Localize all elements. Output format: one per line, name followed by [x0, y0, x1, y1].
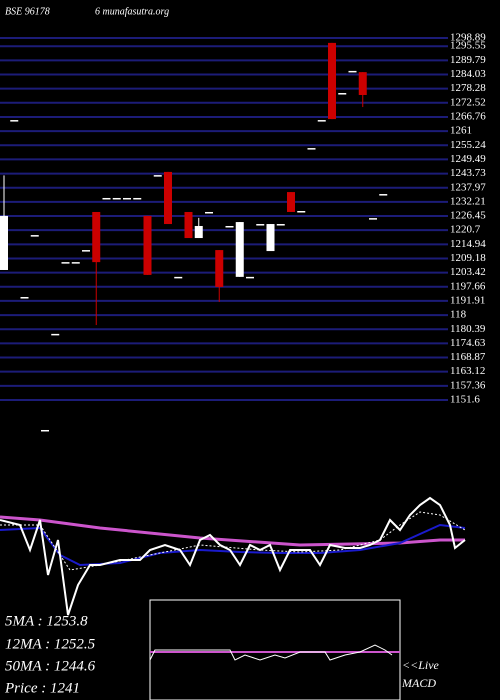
candle-body	[338, 93, 347, 95]
candle-body	[112, 197, 121, 200]
symbol: BSE 96178	[5, 6, 50, 17]
candle-body	[369, 218, 377, 220]
candle-body	[184, 211, 193, 239]
candle-body	[287, 192, 295, 212]
candle-body	[30, 235, 39, 237]
y-tick-label: 1261	[450, 125, 472, 137]
macd-label: MACD	[401, 676, 436, 690]
candle-body	[205, 211, 213, 214]
candle-body	[164, 171, 172, 225]
y-tick-label: 1214.94	[450, 238, 486, 250]
candle-body	[20, 297, 29, 299]
candle-body	[153, 175, 162, 177]
y-tick-label: 1174.63	[450, 337, 486, 349]
y-tick-label: 1289.79	[450, 54, 486, 66]
candle-body	[297, 211, 306, 213]
ma50: 50MA : 1244.6	[5, 658, 96, 674]
candle-body	[82, 250, 90, 252]
y-tick-label: 1197.66	[450, 280, 486, 292]
indicator-line	[0, 523, 466, 567]
ma12: 12MA : 1252.5	[5, 636, 96, 652]
candle-body	[123, 197, 131, 200]
price: Price : 1241	[4, 680, 80, 696]
y-tick-label: 1180.39	[450, 323, 486, 335]
y-tick-label: 1278.28	[450, 82, 486, 94]
y-tick-label: 1157.36	[450, 379, 486, 391]
candle-body	[0, 215, 8, 270]
y-tick-label: 1232.21	[450, 195, 486, 207]
candle-body	[246, 276, 254, 279]
candle-body	[256, 224, 265, 226]
candle-body	[225, 225, 234, 228]
indicator-line	[149, 644, 393, 661]
candle-body	[266, 224, 275, 252]
candle-body	[41, 429, 49, 432]
y-tick-label: 1163.12	[450, 365, 485, 377]
candle-body	[328, 42, 336, 120]
candle-body	[143, 215, 152, 275]
y-tick-label: 118	[450, 309, 467, 321]
live-label: <<Live	[402, 658, 440, 672]
y-tick-label: 1243.73	[450, 167, 486, 179]
y-tick-label: 1295.55	[450, 40, 486, 52]
y-tick-label: 1237.97	[450, 181, 486, 193]
y-tick-label: 1203.42	[450, 266, 486, 278]
candle-body	[61, 262, 70, 264]
candle-body	[102, 197, 111, 200]
candle-body	[276, 224, 285, 226]
ma5: 5MA : 1253.8	[5, 613, 88, 629]
y-tick-label: 1284.03	[450, 68, 486, 80]
candle-body	[307, 148, 316, 150]
y-tick-label: 1209.18	[450, 252, 486, 264]
candle-body	[358, 72, 367, 95]
candle-body	[51, 333, 60, 336]
y-tick-label: 1255.24	[450, 139, 486, 151]
candle-body	[194, 225, 203, 239]
y-tick-label: 1272.52	[450, 96, 486, 108]
y-tick-label: 1266.76	[450, 110, 486, 122]
candle-body	[317, 120, 326, 122]
y-tick-label: 1298.89	[450, 32, 486, 44]
candle-body	[10, 120, 19, 122]
candle-body	[133, 197, 142, 200]
y-tick-label: 1191.91	[450, 294, 485, 306]
indicator-line	[0, 515, 465, 547]
site: 6 munafasutra.org	[95, 6, 169, 17]
candle-body	[174, 276, 183, 279]
candle-body	[348, 70, 357, 73]
y-tick-label: 1220.7	[450, 224, 481, 236]
macd-box	[149, 599, 401, 700]
y-tick-label: 1168.87	[450, 351, 486, 363]
candle-body	[92, 211, 101, 263]
y-tick-label: 1226.45	[450, 210, 486, 222]
y-tick-label: 1249.49	[450, 153, 486, 165]
candle-body	[379, 194, 388, 196]
indicator-line	[0, 511, 466, 571]
candle-body	[235, 222, 244, 277]
indicator-line	[0, 496, 466, 616]
candle-body	[215, 250, 224, 287]
y-tick-label: 1151.6	[450, 394, 480, 406]
candle-body	[71, 262, 80, 264]
